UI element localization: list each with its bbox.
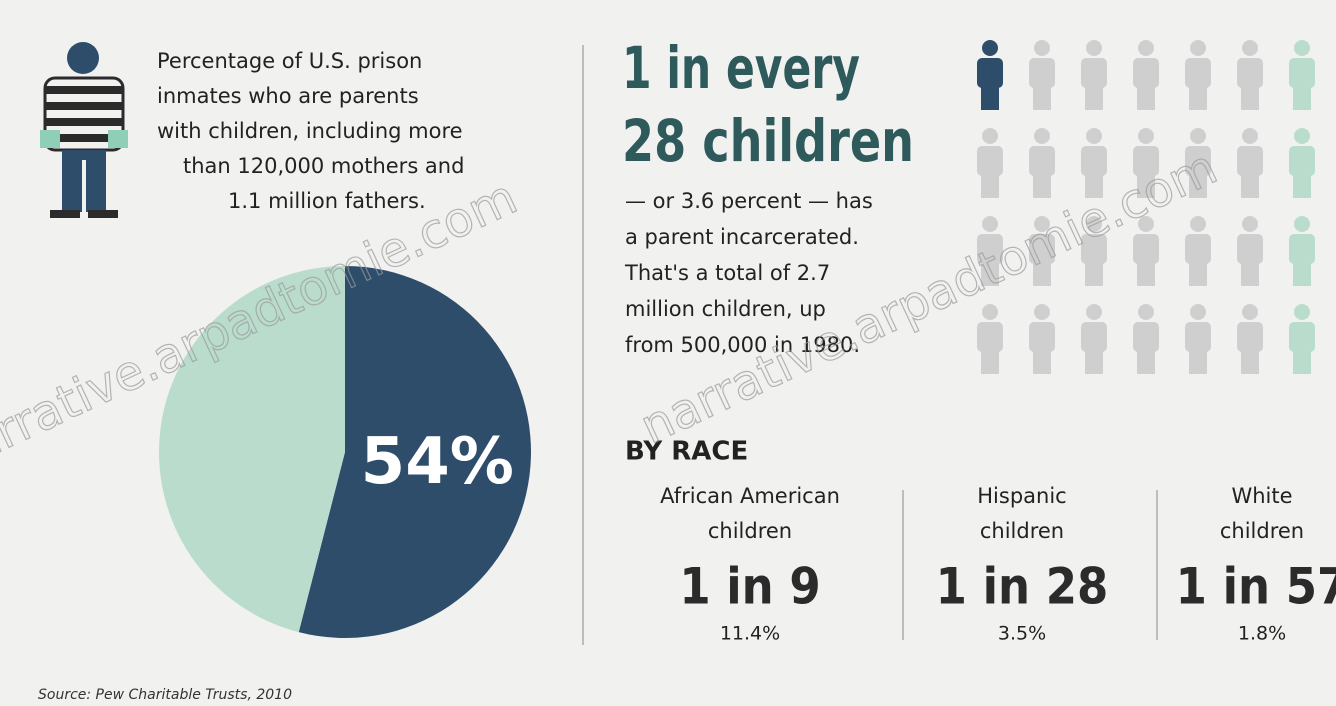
person-body: [1081, 58, 1107, 88]
race-percent: 1.8%: [1238, 623, 1286, 645]
person-legs: [1241, 174, 1259, 198]
person-legs: [1085, 350, 1103, 374]
race-label: African American: [660, 484, 840, 508]
person-head: [1034, 40, 1050, 56]
source: Source: Pew Charitable Trusts, 2010: [38, 687, 292, 703]
person-body: [1185, 322, 1211, 352]
race-label: children: [1220, 519, 1304, 543]
person-body: [1185, 58, 1211, 88]
person-body: [1237, 322, 1263, 352]
person-legs: [1241, 262, 1259, 286]
page: 54% BY RACE Source: Pew Charitable Trust…: [0, 0, 1336, 706]
person-head: [1242, 128, 1258, 144]
person-legs: [1293, 86, 1311, 110]
person-head: [1242, 304, 1258, 320]
race-label: children: [980, 519, 1064, 543]
person-head: [1242, 216, 1258, 232]
person-head: [1138, 40, 1154, 56]
person-head: [1294, 216, 1310, 232]
description-line: Percentage of U.S. prison: [157, 49, 422, 73]
person-legs: [981, 350, 999, 374]
person-legs: [1189, 86, 1207, 110]
race-ratio: 1 in 57: [1176, 558, 1336, 616]
person-legs: [1293, 262, 1311, 286]
person-legs: [981, 86, 999, 110]
person-body: [1237, 146, 1263, 176]
person-legs: [1293, 350, 1311, 374]
person-head: [982, 40, 998, 56]
person-head: [1138, 304, 1154, 320]
person-legs: [1137, 262, 1155, 286]
person-legs: [1085, 86, 1103, 110]
description-line: 1.1 million fathers.: [228, 189, 426, 213]
race-ratio: 1 in 28: [936, 558, 1109, 616]
person-body: [1081, 322, 1107, 352]
person-head: [1138, 128, 1154, 144]
person-body: [1029, 322, 1055, 352]
pie-value-label: 54%: [361, 425, 514, 499]
person-body: [1185, 234, 1211, 264]
person-legs: [1033, 174, 1051, 198]
body-line: That's a total of 2.7: [624, 261, 830, 285]
person-legs: [1241, 350, 1259, 374]
infographic: 54% BY RACE Source: Pew Charitable Trust…: [0, 0, 1336, 706]
person-legs: [1137, 350, 1155, 374]
race-percent: 11.4%: [720, 623, 780, 645]
person-legs: [1293, 174, 1311, 198]
person-head: [1242, 40, 1258, 56]
person-head: [1294, 40, 1310, 56]
person-legs: [1189, 350, 1207, 374]
person-head: [1190, 304, 1206, 320]
person-head: [1190, 40, 1206, 56]
person-body: [1133, 322, 1159, 352]
description-line: inmates who are parents: [157, 84, 419, 108]
person-head: [982, 304, 998, 320]
person-body: [1081, 146, 1107, 176]
person-body: [1237, 58, 1263, 88]
person-body: [1133, 58, 1159, 88]
person-head: [1034, 128, 1050, 144]
person-head: [1294, 304, 1310, 320]
person-head: [982, 128, 998, 144]
person-body: [977, 146, 1003, 176]
headline: 1 in every: [622, 34, 860, 102]
race-ratio: 1 in 9: [679, 558, 820, 616]
body-line: — or 3.6 percent — has: [625, 189, 873, 213]
person-body: [1289, 146, 1315, 176]
body-line: a parent incarcerated.: [625, 225, 859, 249]
body-line: million children, up: [625, 297, 826, 321]
person-legs: [1033, 350, 1051, 374]
person-body: [1029, 58, 1055, 88]
person-head: [1086, 128, 1102, 144]
race-label: Hispanic: [977, 484, 1066, 508]
person-head: [982, 216, 998, 232]
person-body: [1029, 146, 1055, 176]
race-percent: 3.5%: [998, 623, 1046, 645]
person-head: [1086, 304, 1102, 320]
person-legs: [1033, 86, 1051, 110]
person-legs: [1085, 262, 1103, 286]
description-line: than 120,000 mothers and: [183, 154, 464, 178]
person-body: [1289, 234, 1315, 264]
person-head: [1086, 40, 1102, 56]
description-line: with children, including more: [157, 119, 463, 143]
person-legs: [1137, 86, 1155, 110]
person-head: [1034, 304, 1050, 320]
race-label: White: [1231, 484, 1292, 508]
person-body: [1237, 234, 1263, 264]
headline: 28 children: [622, 107, 914, 175]
person-legs: [981, 174, 999, 198]
person-body: [1289, 58, 1315, 88]
person-body: [1133, 234, 1159, 264]
person-head: [1294, 128, 1310, 144]
person-body: [977, 322, 1003, 352]
person-body: [977, 58, 1003, 88]
person-legs: [1189, 262, 1207, 286]
race-label: children: [708, 519, 792, 543]
person-body: [1289, 322, 1315, 352]
person-legs: [1241, 86, 1259, 110]
person-head: [1190, 216, 1206, 232]
